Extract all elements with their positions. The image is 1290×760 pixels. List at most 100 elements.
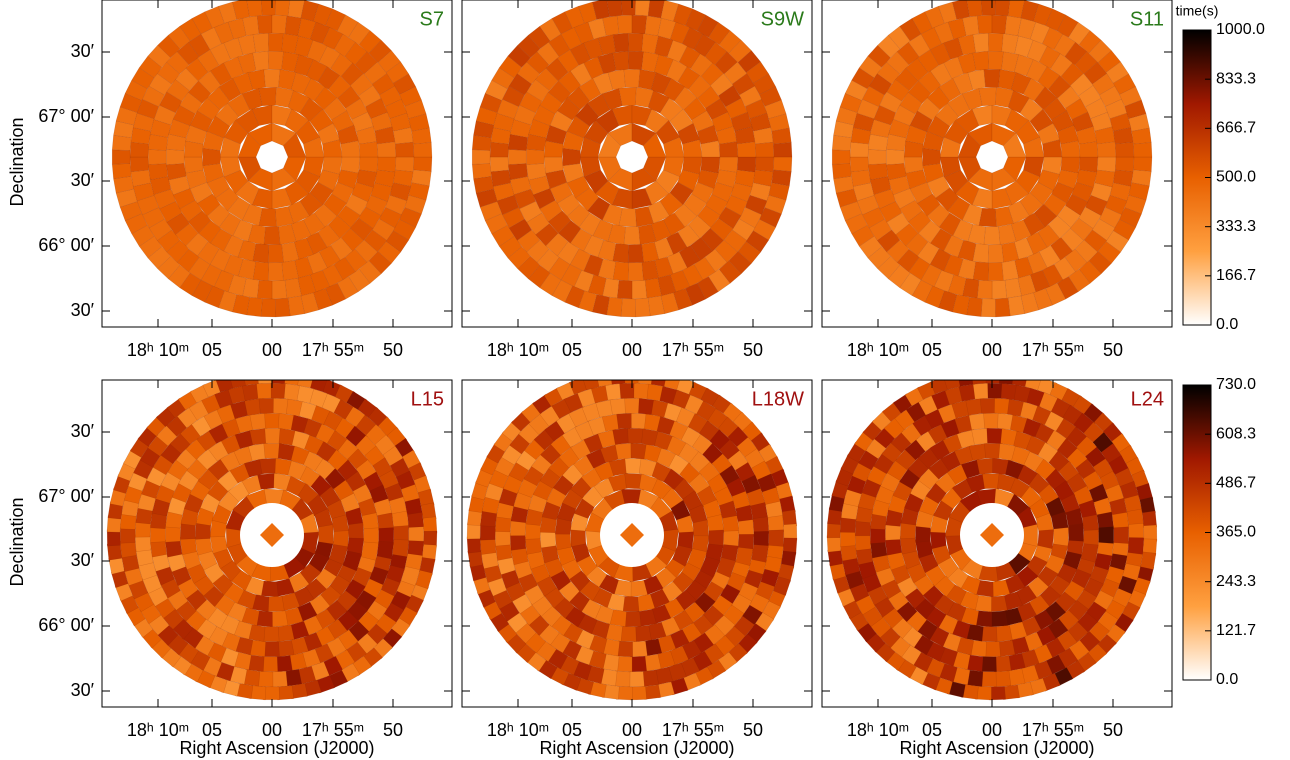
- x-tick-label: 05: [562, 340, 582, 360]
- exposure-tile: [415, 569, 433, 590]
- exposure-tile: [867, 149, 887, 165]
- y-tick-label: 30′: [71, 170, 95, 190]
- map-image: [831, 0, 1153, 318]
- colorbar-tick-label: 1000.0: [1216, 21, 1265, 38]
- exposure-tile: [526, 149, 545, 165]
- x-tick-label: 17ʰ 55ᵐ: [1022, 720, 1084, 740]
- exposure-tile: [592, 0, 610, 20]
- exposure-tile: [471, 149, 491, 165]
- exposure-tile: [420, 502, 437, 521]
- exposure-tile: [946, 681, 966, 698]
- exposure-tile: [417, 488, 435, 508]
- exposure-tile: [269, 610, 289, 628]
- exposure-tile: [252, 32, 269, 53]
- panel-frame: [461, 0, 813, 328]
- exposure-tile: [849, 141, 869, 158]
- exposure-tile: [257, 380, 274, 384]
- exposure-tile: [614, 442, 634, 460]
- x-tick-label: 18ʰ 10ᵐ: [487, 720, 549, 740]
- exposure-tile: [466, 536, 482, 554]
- exposure-tile: [587, 681, 607, 698]
- exposure-tile: [467, 549, 484, 568]
- exposure-tile: [966, 0, 983, 18]
- panel-label: S7: [420, 8, 444, 30]
- exposure-tile: [980, 298, 996, 318]
- exposure-tile: [507, 149, 527, 165]
- exposure-tile: [616, 280, 633, 300]
- exposure-tile: [781, 509, 798, 527]
- exposure-tile: [1142, 510, 1158, 528]
- exposure-tile: [627, 32, 644, 52]
- exposure-tile: [987, 32, 1004, 52]
- exposure-tile: [114, 581, 134, 602]
- y-tick-label: 30′: [71, 300, 95, 320]
- exposure-tile: [215, 380, 236, 393]
- exposure-tile: [922, 147, 941, 167]
- panel-label: L24: [1131, 388, 1164, 410]
- exposure-tile: [1068, 523, 1085, 542]
- exposure-tile: [976, 14, 993, 34]
- exposure-tile: [489, 141, 509, 158]
- colorbar-tick-label: 730.0: [1216, 376, 1256, 393]
- exposure-tile: [419, 557, 436, 576]
- exposure-tile: [656, 681, 675, 699]
- exposure-tile: [828, 493, 846, 512]
- exposure-tile: [755, 156, 775, 173]
- exposure-tile: [985, 380, 1002, 384]
- exposure-tile: [615, 686, 633, 701]
- exposure-tile: [109, 487, 127, 507]
- exposure-tile: [110, 568, 129, 589]
- exposure-tile: [1037, 529, 1055, 550]
- y-tick-label: 30′: [71, 680, 95, 700]
- exposure-tile: [623, 69, 641, 88]
- panel-label: L15: [411, 388, 444, 410]
- exposure-tile: [166, 149, 185, 165]
- exposure-tile: [471, 163, 492, 180]
- exposure-tile: [601, 684, 620, 700]
- exposure-tile: [886, 149, 905, 165]
- exposure-tile: [736, 141, 757, 158]
- exposure-tile: [489, 156, 509, 173]
- panel-frame: [821, 0, 1173, 328]
- exposure-tile: [129, 156, 149, 173]
- exposure-tile: [783, 523, 798, 541]
- exposure-tile: [624, 380, 641, 384]
- exposure-tile: [988, 595, 1008, 613]
- x-tick-label: 05: [202, 720, 222, 740]
- exposure-tile: [972, 380, 989, 385]
- y-tick-label: 67° 00′: [38, 106, 94, 126]
- exposure-tile: [1028, 677, 1048, 696]
- panel-label: L18W: [752, 388, 804, 410]
- exposure-tile: [960, 684, 979, 700]
- exposure-tile: [230, 380, 248, 389]
- y-tick-label: 66° 00′: [38, 235, 94, 255]
- exposure-tile: [413, 156, 433, 172]
- exposure-tile: [983, 226, 1001, 245]
- exposure-tile: [1098, 526, 1114, 544]
- exposure-tile: [768, 529, 785, 547]
- exposure-tile: [1140, 551, 1157, 570]
- exposure-tile: [284, 380, 301, 386]
- exposure-tile: [621, 0, 636, 16]
- exposure-tile: [1131, 469, 1150, 490]
- map-image: [106, 380, 438, 701]
- x-tick-label: 17ʰ 55ᵐ: [302, 340, 364, 360]
- exposure-tile: [1096, 156, 1117, 173]
- exposure-tile: [1002, 684, 1020, 700]
- exposure-tile: [1133, 142, 1153, 158]
- exposure-tile: [270, 671, 288, 688]
- exposure-tile: [1078, 141, 1099, 158]
- y-tick-label: 66° 00′: [38, 615, 94, 635]
- exposure-tile: [612, 32, 629, 53]
- central-diamond: [260, 523, 284, 547]
- panel-frame: [101, 379, 453, 708]
- exposure-tile: [129, 141, 149, 158]
- exposure-tile: [568, 380, 589, 395]
- exposure-tile: [263, 226, 281, 245]
- exposure-tile: [737, 519, 755, 537]
- y-axis-label: Declination: [7, 117, 27, 206]
- exposure-tile: [978, 86, 997, 107]
- x-tick-label: 17ʰ 55ᵐ: [1022, 340, 1084, 360]
- colorbar-tick-label: 333.3: [1216, 218, 1256, 235]
